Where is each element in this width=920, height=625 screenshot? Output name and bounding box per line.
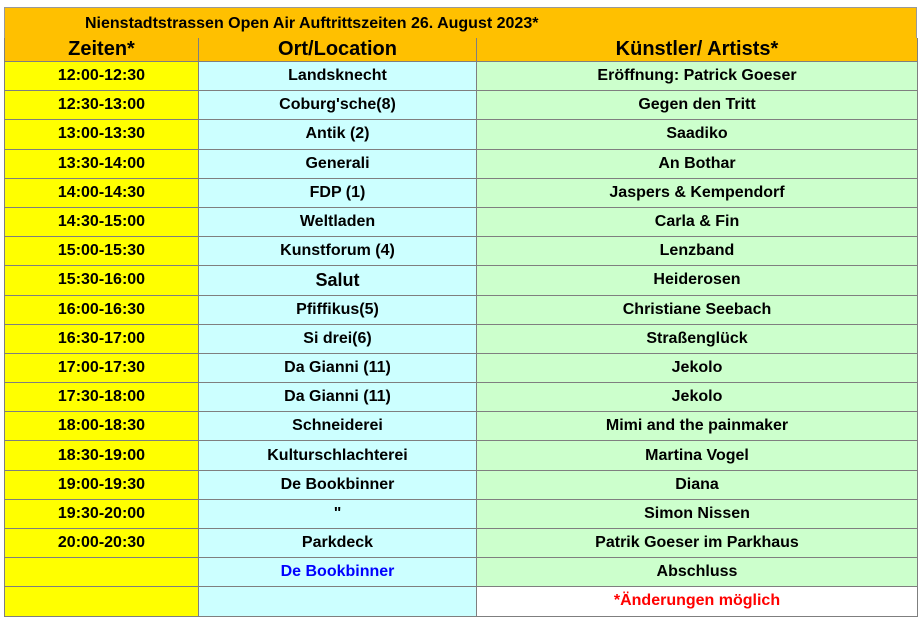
time-cell: 15:30-16:00 — [4, 265, 199, 296]
time-cell: 16:30-17:00 — [4, 323, 199, 354]
table-row: 14:00-14:30 FDP (1) Jaspers & Kempendorf — [4, 177, 918, 208]
artist-cell: Carla & Fin — [476, 206, 918, 238]
location-cell: Si drei(6) — [198, 323, 477, 354]
footnote: *Änderungen möglich — [476, 586, 918, 617]
location-cell: Parkdeck — [198, 527, 477, 559]
time-cell: 16:00-16:30 — [4, 294, 199, 325]
artist-cell: Mimi and the painmaker — [476, 411, 918, 442]
artist-cell: Jaspers & Kempendorf — [476, 177, 918, 208]
table-row: 17:00-17:30 Da Gianni (11) Jekolo — [4, 352, 918, 384]
location-cell: De Bookbinner — [198, 557, 477, 588]
time-cell: 13:30-14:00 — [4, 148, 199, 179]
artist-cell: Patrik Goeser im Parkhaus — [476, 527, 918, 559]
time-cell: 14:30-15:00 — [4, 206, 199, 238]
time-cell: 12:00-12:30 — [4, 60, 199, 92]
header-time: Zeiten* — [4, 38, 199, 62]
time-cell: 12:30-13:00 — [4, 90, 199, 121]
time-cell: 19:30-20:00 — [4, 498, 199, 530]
time-cell: 17:00-17:30 — [4, 352, 199, 384]
time-cell: 20:00-20:30 — [4, 527, 199, 559]
table-row: 13:30-14:00 Generali An Bothar — [4, 148, 918, 179]
table-row: 13:00-13:30 Antik (2) Saadiko — [4, 119, 918, 150]
location-cell: Schneiderei — [198, 411, 477, 442]
time-cell — [4, 557, 199, 588]
location-cell: Weltladen — [198, 206, 477, 238]
header-row: Zeiten* Ort/Location Künstler/ Artists* — [4, 38, 918, 62]
table-row: 19:00-19:30 De Bookbinner Diana — [4, 469, 918, 500]
artist-cell: Martina Vogel — [476, 440, 918, 471]
artist-cell: Straßenglück — [476, 323, 918, 354]
artist-cell: Jekolo — [476, 352, 918, 384]
table-row: 12:00-12:30 Landsknecht Eröffnung: Patrick… — [4, 60, 918, 92]
artist-cell: Christiane Seebach — [476, 294, 918, 325]
artist-cell: Diana — [476, 469, 918, 500]
empty-cell — [4, 586, 199, 617]
table-row: 18:00-18:30 Schneiderei Mimi and the painm… — [4, 411, 918, 442]
artist-cell: Jekolo — [476, 382, 918, 413]
location-cell: Da Gianni (11) — [198, 382, 477, 413]
location-cell: Kulturschlachterei — [198, 440, 477, 471]
table-row: 14:30-15:00 Weltladen Carla & Fin — [4, 206, 918, 238]
location-cell: Salut — [198, 265, 477, 296]
table-row: 17:30-18:00 Da Gianni (11) Jekolo — [4, 382, 918, 413]
time-cell: 13:00-13:30 — [4, 119, 199, 150]
table-row: 12:30-13:00 Coburg'sche(8) Gegen den Tritt — [4, 90, 918, 121]
location-cell: Coburg'sche(8) — [198, 90, 477, 121]
time-cell: 18:30-19:00 — [4, 440, 199, 471]
table-row: De Bookbinner Abschluss — [4, 557, 918, 588]
artist-cell: Abschluss — [476, 557, 918, 588]
schedule-sheet: Nienstadtstrassen Open Air Auftrittszeit… — [4, 7, 918, 617]
location-cell: Kunstforum (4) — [198, 236, 477, 267]
artist-cell: Saadiko — [476, 119, 918, 150]
artist-cell: Heiderosen — [476, 265, 918, 296]
location-cell: Da Gianni (11) — [198, 352, 477, 384]
artist-cell: Eröffnung: Patrick Goeser — [476, 60, 918, 92]
artist-cell: An Bothar — [476, 148, 918, 179]
artist-cell: Lenzband — [476, 236, 918, 267]
table-row: 18:30-19:00 Kulturschlachterei Martina Vog… — [4, 440, 918, 471]
schedule-table: Zeiten* Ort/Location Künstler/ Artists* … — [4, 38, 918, 617]
time-cell: 18:00-18:30 — [4, 411, 199, 442]
footnote-row: *Änderungen möglich — [4, 586, 918, 617]
page-title: Nienstadtstrassen Open Air Auftrittszeit… — [4, 7, 917, 38]
header-location: Ort/Location — [198, 38, 477, 62]
time-cell: 17:30-18:00 — [4, 382, 199, 413]
table-row: 20:00-20:30 Parkdeck Patrik Goeser im Park… — [4, 527, 918, 559]
location-cell: Generali — [198, 148, 477, 179]
location-cell: Pfiffikus(5) — [198, 294, 477, 325]
table-row: 16:30-17:00 Si drei(6) Straßenglück — [4, 323, 918, 354]
location-cell: Landsknecht — [198, 60, 477, 92]
table-row: 15:30-16:00 Salut Heiderosen — [4, 265, 918, 296]
location-cell: " — [198, 498, 477, 530]
time-cell: 14:00-14:30 — [4, 177, 199, 208]
artist-cell: Gegen den Tritt — [476, 90, 918, 121]
location-cell: De Bookbinner — [198, 469, 477, 500]
location-cell: Antik (2) — [198, 119, 477, 150]
artist-cell: Simon Nissen — [476, 498, 918, 530]
location-cell: FDP (1) — [198, 177, 477, 208]
table-row: 15:00-15:30 Kunstforum (4) Lenzband — [4, 236, 918, 267]
header-artist: Künstler/ Artists* — [476, 38, 918, 62]
table-row: 19:30-20:00 " Simon Nissen — [4, 498, 918, 530]
empty-cell — [198, 586, 477, 617]
table-row: 16:00-16:30 Pfiffikus(5) Christiane Seebac… — [4, 294, 918, 325]
time-cell: 19:00-19:30 — [4, 469, 199, 500]
time-cell: 15:00-15:30 — [4, 236, 199, 267]
